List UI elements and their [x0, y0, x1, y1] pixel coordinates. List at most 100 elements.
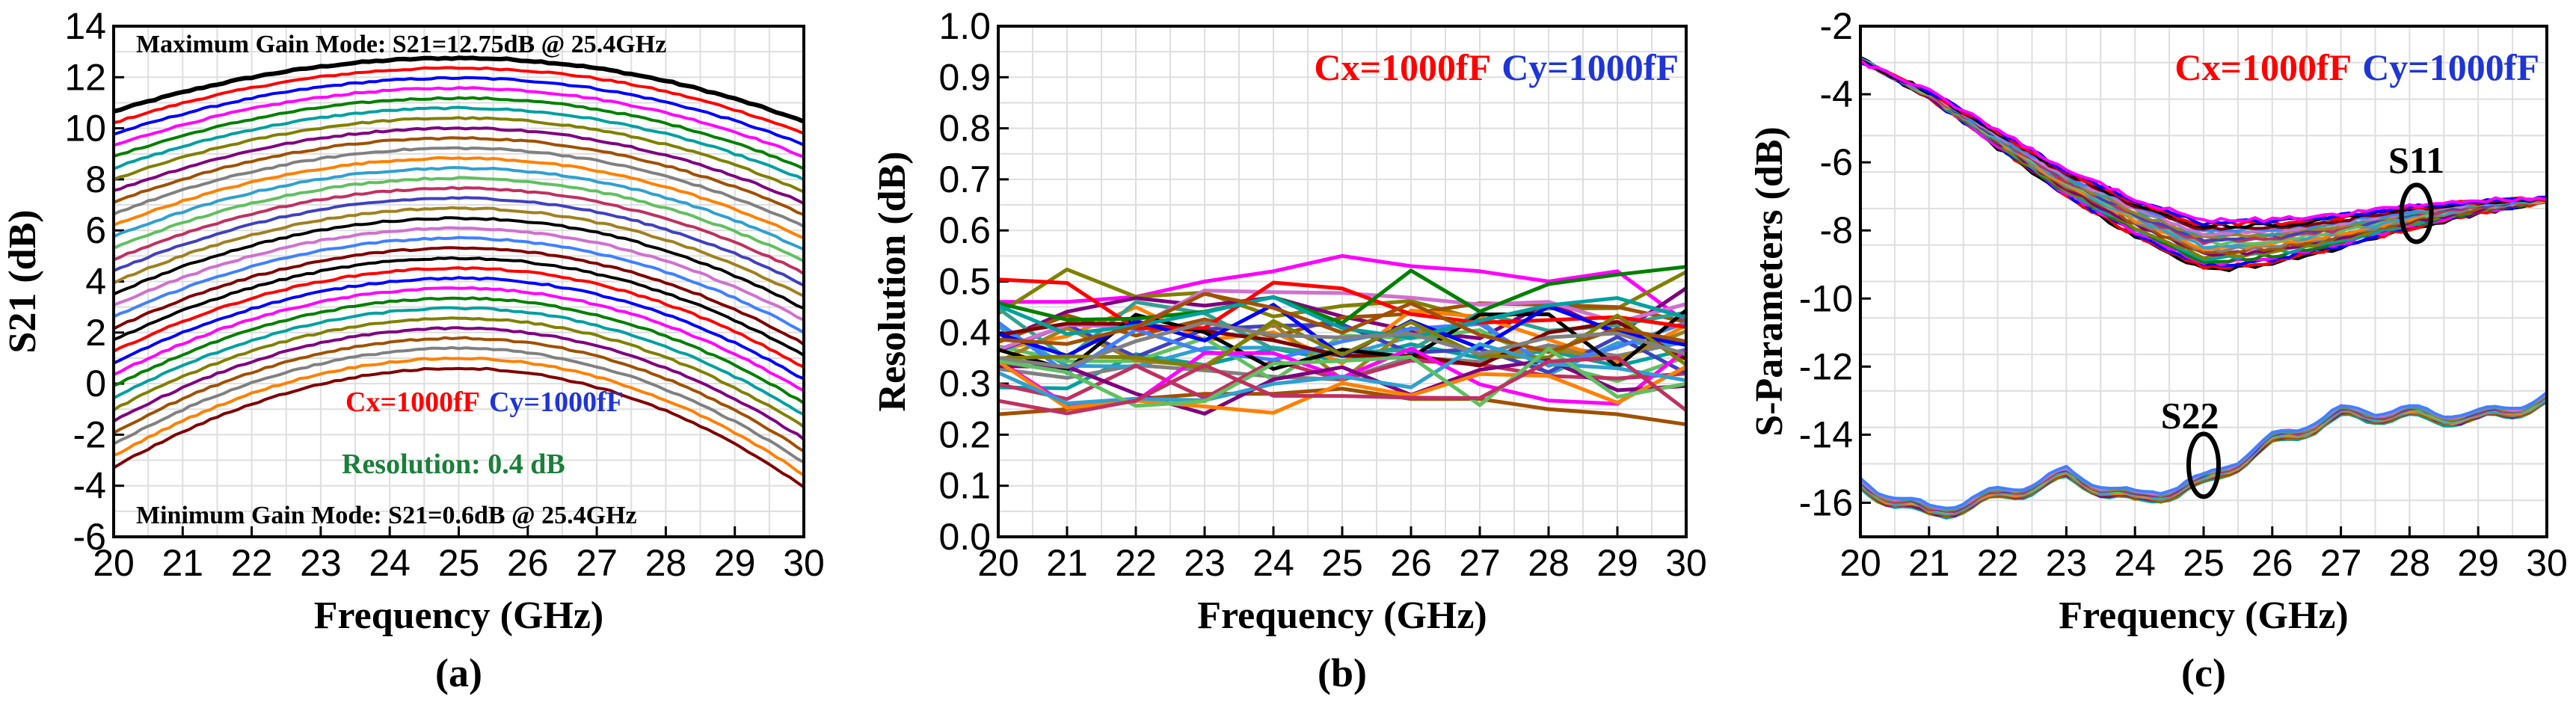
resolution-line — [998, 253, 1688, 324]
gain-state-line — [113, 86, 805, 159]
min-mode-annotation: Minimum Gain Mode: S21=0.6dB @ 25.4GHz — [136, 502, 637, 529]
x-tick-label: 22 — [231, 542, 273, 584]
gain-state-line — [113, 166, 805, 251]
gain-state-line — [113, 306, 805, 416]
gain-state-line — [112, 366, 805, 489]
y-tick-label: -6 — [1820, 141, 1853, 183]
x-tick-label: 28 — [645, 542, 687, 584]
x-axis-label: Frequency (GHz) — [2059, 594, 2349, 637]
gain-state-line — [113, 266, 805, 369]
x-tick-label: 24 — [369, 542, 411, 584]
y-tick-label: 0.8 — [938, 108, 991, 150]
x-tick-label: 23 — [2046, 542, 2088, 584]
resolution-line — [997, 292, 1687, 354]
series-group — [997, 253, 1688, 427]
gain-state-line — [113, 226, 805, 321]
y-tick-label: 4 — [85, 261, 106, 303]
x-tick-label: 21 — [1908, 542, 1950, 584]
y-tick-label: -2 — [73, 413, 106, 455]
resolution-line — [997, 356, 1688, 416]
y-axis-label: S21 (dB) — [1, 209, 44, 353]
gain-state-line — [113, 105, 805, 181]
x-axis-label: Frequency (GHz) — [314, 594, 604, 637]
x-axis-label: Frequency (GHz) — [1197, 594, 1487, 637]
x-tick-label: 29 — [2457, 542, 2499, 584]
panel-c: 20 21 22 23 24 25 26 27 28 29 30 -16 -14 -12 -10 -8 -6 -4… — [1748, 5, 2568, 695]
y-tick-label: -10 — [1799, 277, 1853, 319]
x-tick-label: 25 — [2183, 542, 2225, 584]
gain-state-line — [113, 206, 805, 298]
x-tick-label: 20 — [93, 542, 135, 584]
gain-state-line — [113, 116, 805, 194]
s22-label: S22 — [2161, 394, 2219, 436]
resolution-line — [997, 305, 1688, 366]
y-axis-label: Resolution (dB) — [871, 151, 914, 411]
resolution-line — [997, 347, 1687, 408]
gain-state-line — [113, 236, 805, 334]
panel-letter: (a) — [435, 650, 482, 695]
y-tick-label: 0.5 — [938, 261, 991, 303]
y-tick-label: -4 — [1820, 73, 1853, 115]
gain-state-line — [113, 96, 805, 170]
gain-state-line — [113, 246, 805, 346]
y-tick-label: 12 — [64, 56, 106, 98]
gain-state-line — [113, 276, 805, 381]
resolution-line — [997, 277, 1687, 330]
resolution-annotation: Resolution: 0.4 dB — [342, 449, 565, 480]
y-tick-label: -16 — [1799, 481, 1853, 523]
panel-letter: (b) — [1318, 650, 1367, 695]
x-tick-label: 24 — [2114, 542, 2156, 584]
cx-cy-annotation: Cx=1000fF Cy=1000fF — [1314, 46, 1679, 88]
x-tick-label: 28 — [2389, 542, 2431, 584]
y-tick-label: -6 — [73, 516, 106, 558]
y-tick-label: 8 — [85, 159, 106, 200]
x-tick-label: 29 — [714, 542, 756, 584]
y-tick-label: 10 — [64, 108, 106, 150]
grid — [1860, 25, 2548, 538]
x-tick-label: 29 — [1596, 542, 1638, 584]
y-tick-label: 1.0 — [938, 5, 991, 47]
x-tick-label: 23 — [300, 542, 342, 584]
y-tick-label: 14 — [64, 5, 106, 47]
gain-state-line — [113, 146, 805, 228]
gain-state-line — [113, 286, 805, 393]
y-tick-label: 0.7 — [938, 159, 991, 200]
y-tick-label: 2 — [85, 312, 106, 354]
y-tick-label: -14 — [1799, 413, 1853, 455]
panel-b: 20 21 22 23 24 25 26 27 28 29 30 0.0 0.1 0.2 0.3 0.4 0.5… — [871, 5, 1707, 695]
gain-state-line — [113, 126, 805, 205]
resolution-line — [997, 321, 1687, 369]
y-tick-label: -8 — [1820, 209, 1853, 251]
gain-state-line — [113, 296, 805, 404]
x-tick-label: 20 — [1839, 542, 1881, 584]
panel-letter: (c) — [2181, 650, 2226, 695]
x-tick-label: 25 — [438, 542, 480, 584]
gain-state-line — [113, 216, 805, 310]
series-group — [1859, 55, 2548, 520]
gain-state-line — [113, 345, 805, 464]
resolution-line — [997, 265, 1687, 325]
y-axis-label: S-Parameters (dB) — [1748, 126, 1791, 436]
x-tick-label: 27 — [2320, 542, 2362, 584]
cx-cy-annotation: Cx=1000fF Cy=1000fF — [2174, 46, 2539, 88]
plot-border — [112, 25, 805, 538]
s22-marker-ellipse — [2186, 431, 2221, 499]
x-tick-label: 27 — [1459, 542, 1501, 584]
y-tick-label: -12 — [1799, 345, 1853, 387]
gain-state-line — [113, 136, 805, 216]
y-tick-label: 0.3 — [938, 363, 991, 404]
cx-cy-annotation: Cx=1000fF Cy=1000fF — [345, 387, 624, 418]
x-tick-label: 20 — [977, 542, 1019, 584]
gain-state-line — [113, 76, 805, 147]
x-tick-label: 21 — [162, 542, 203, 584]
y-tick-label: 6 — [85, 209, 106, 251]
x-tick-label: 30 — [783, 542, 825, 584]
gain-state-line — [113, 256, 805, 357]
gain-state-line — [113, 357, 805, 477]
gain-state-line — [113, 156, 805, 240]
panel-a: 20 21 22 23 24 25 26 27 28 29 30-6-4-202468101214F… — [1, 5, 825, 695]
resolution-line — [997, 295, 1687, 340]
gain-state-line — [113, 176, 805, 262]
